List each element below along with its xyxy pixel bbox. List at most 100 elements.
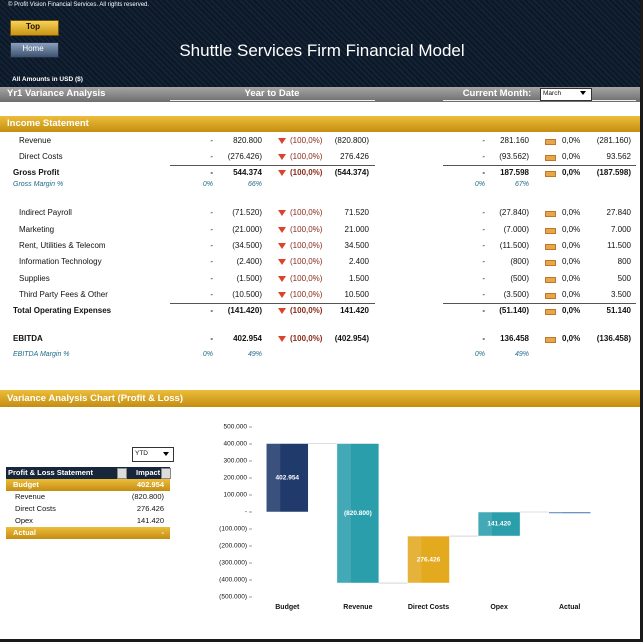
cell: (27.840) bbox=[499, 208, 529, 217]
bar-shine bbox=[336, 443, 351, 584]
top-button[interactable] bbox=[10, 20, 59, 36]
cell: - bbox=[210, 334, 213, 343]
cell: 402.954 bbox=[233, 334, 262, 343]
cell: (1.500) bbox=[236, 274, 262, 283]
bar bbox=[548, 511, 591, 514]
table-row-value: 141.420 bbox=[136, 516, 164, 525]
cell: (820.800) bbox=[334, 136, 369, 145]
cell: (500) bbox=[510, 274, 529, 283]
chart-section-title: Variance Analysis Chart (Profit & Loss) bbox=[7, 393, 183, 404]
cell: 0% bbox=[474, 351, 485, 358]
cell: - bbox=[210, 152, 213, 161]
column-header: Impact bbox=[606, 103, 630, 112]
cell: 93.562 bbox=[606, 152, 631, 161]
column-header: Actual bbox=[455, 103, 477, 112]
cell: (51.140) bbox=[499, 306, 529, 315]
y-tick-label: - bbox=[245, 509, 247, 516]
cell: - bbox=[482, 274, 485, 283]
cell: 544.374 bbox=[233, 168, 262, 177]
cell: - bbox=[210, 290, 213, 299]
down-arrow bbox=[278, 259, 286, 265]
cell: (800) bbox=[510, 257, 529, 266]
cell: - bbox=[210, 306, 213, 315]
cell: (100,0%) bbox=[290, 257, 323, 266]
dropdown-arrow bbox=[163, 452, 169, 456]
cell: 2.400 bbox=[348, 257, 369, 266]
down-arrow bbox=[278, 227, 286, 233]
dropdown-arrow bbox=[580, 91, 586, 95]
cell: - bbox=[210, 225, 213, 234]
cell: (100,0%) bbox=[290, 152, 323, 161]
income-band bbox=[0, 116, 640, 132]
cell: (136.458) bbox=[596, 334, 631, 343]
cell: 141.420 bbox=[340, 306, 369, 315]
bar-shine bbox=[266, 443, 281, 512]
flat-icon bbox=[545, 244, 556, 250]
home-button[interactable] bbox=[10, 42, 59, 58]
table-row-label: Direct Costs bbox=[15, 504, 56, 513]
cell: 66% bbox=[247, 181, 262, 188]
row-label: Indirect Payroll bbox=[19, 208, 72, 217]
cell: 0,0% bbox=[562, 136, 581, 145]
cell: (100,0%) bbox=[290, 225, 323, 234]
month-dropdown[interactable] bbox=[540, 88, 592, 101]
filter-icon bbox=[161, 468, 171, 479]
month-label: Current Month: bbox=[462, 88, 532, 99]
column-header: Budget bbox=[500, 103, 524, 112]
x-tick-label: Revenue bbox=[343, 604, 372, 611]
flat-icon bbox=[545, 293, 556, 299]
cell: 0% bbox=[202, 351, 213, 358]
cell: 0,0% bbox=[562, 306, 581, 315]
cell: 187.598 bbox=[500, 168, 529, 177]
row-label: Information Technology bbox=[19, 257, 102, 266]
total-line bbox=[170, 303, 375, 304]
cell: 276.426 bbox=[340, 152, 369, 161]
cell: 0,0% bbox=[562, 208, 581, 217]
down-arrow bbox=[278, 243, 286, 249]
down-arrow bbox=[278, 210, 286, 216]
bar bbox=[336, 443, 380, 584]
cell: (402.954) bbox=[334, 334, 369, 343]
value-label: (820.800) bbox=[344, 510, 372, 517]
cell: - bbox=[482, 334, 485, 343]
down-arrow bbox=[278, 276, 286, 282]
cell: 0,0% bbox=[562, 274, 581, 283]
cell: (2.400) bbox=[236, 257, 262, 266]
cell: 0,0% bbox=[562, 334, 581, 343]
cell: (100,0%) bbox=[290, 168, 323, 177]
cell: 71.520 bbox=[344, 208, 369, 217]
cell: (100,0%) bbox=[290, 136, 323, 145]
table-row-value: 402.954 bbox=[136, 480, 164, 489]
row-label: Gross Profit bbox=[13, 168, 60, 177]
cell: 0,0% bbox=[562, 225, 581, 234]
copyright: © Profit Vision Financial Services. All … bbox=[8, 2, 150, 8]
header-band bbox=[0, 0, 640, 87]
top-button-label[interactable]: Top bbox=[25, 22, 41, 31]
y-tick-label: (300.000) bbox=[219, 560, 247, 567]
income-title: Income Statement bbox=[7, 118, 89, 129]
total-line bbox=[443, 165, 636, 166]
flat-icon bbox=[545, 155, 556, 161]
y-tick-label: (100.000) bbox=[219, 526, 247, 533]
total-line bbox=[443, 303, 636, 304]
chart-header-band bbox=[0, 390, 640, 407]
period-dropdown[interactable] bbox=[132, 447, 174, 462]
home-button-label[interactable]: Home bbox=[22, 44, 44, 53]
x-tick-label: Actual bbox=[559, 604, 580, 611]
cell: - bbox=[482, 306, 485, 315]
row-label: EBITDA bbox=[13, 334, 43, 343]
cell: 0% bbox=[202, 181, 213, 188]
cell: 0,0% bbox=[562, 257, 581, 266]
cell: 3.500 bbox=[610, 290, 631, 299]
value-label: 141.420 bbox=[487, 521, 511, 528]
period-value[interactable]: YTD bbox=[135, 450, 148, 457]
cell: - bbox=[210, 241, 213, 250]
cell: (3.500) bbox=[503, 290, 529, 299]
month-value[interactable]: March bbox=[543, 90, 562, 97]
y-tick-label: (500.000) bbox=[219, 594, 247, 601]
table-row-value: - bbox=[161, 528, 165, 537]
cell: - bbox=[482, 168, 485, 177]
down-arrow bbox=[278, 170, 286, 176]
y-tick-label: 500.000 bbox=[224, 424, 248, 431]
column-header: Budget bbox=[231, 103, 255, 112]
